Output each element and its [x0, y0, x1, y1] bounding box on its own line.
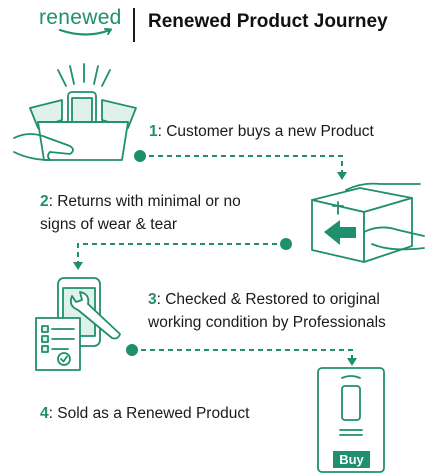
brand-logo: renewed: [39, 6, 122, 29]
step-3-label-line2: working condition by Professionals: [148, 314, 386, 331]
step-4-text: 4: Sold as a Renewed Product: [40, 402, 249, 425]
buy-phone-icon: [317, 367, 385, 473]
flow-nodes: [73, 150, 357, 366]
step-2-text: 2: Returns with minimal or no signs of w…: [40, 190, 241, 236]
header-divider: [133, 8, 135, 42]
step-1-number: 1: [149, 123, 158, 140]
step-2-label: : Returns with minimal or no: [48, 193, 241, 210]
repair-checklist-icon: [35, 277, 121, 371]
step-3-text: 3: Checked & Restored to original workin…: [148, 288, 386, 334]
open-box-phone-icon: [13, 63, 137, 161]
step-2-label-line2: signs of wear & tear: [40, 216, 177, 233]
step-4-label: : Sold as a Renewed Product: [48, 405, 250, 422]
buy-button: Buy: [339, 452, 364, 467]
page-title: Renewed Product Journey: [148, 11, 388, 32]
step-4-number: 4: [40, 405, 49, 422]
step-3-label: : Checked & Restored to original: [156, 291, 380, 308]
step-1-text: 1: Customer buys a new Product: [149, 120, 374, 143]
amazon-smile-icon: [58, 28, 112, 36]
return-box-icon: [311, 182, 425, 263]
step-3-number: 3: [148, 291, 157, 308]
return-arrow-icon: [324, 220, 356, 245]
step-2-number: 2: [40, 193, 49, 210]
step-1-label: : Customer buys a new Product: [157, 123, 374, 140]
buy-button-bg: [333, 451, 370, 468]
flow-connectors: [77, 155, 353, 358]
